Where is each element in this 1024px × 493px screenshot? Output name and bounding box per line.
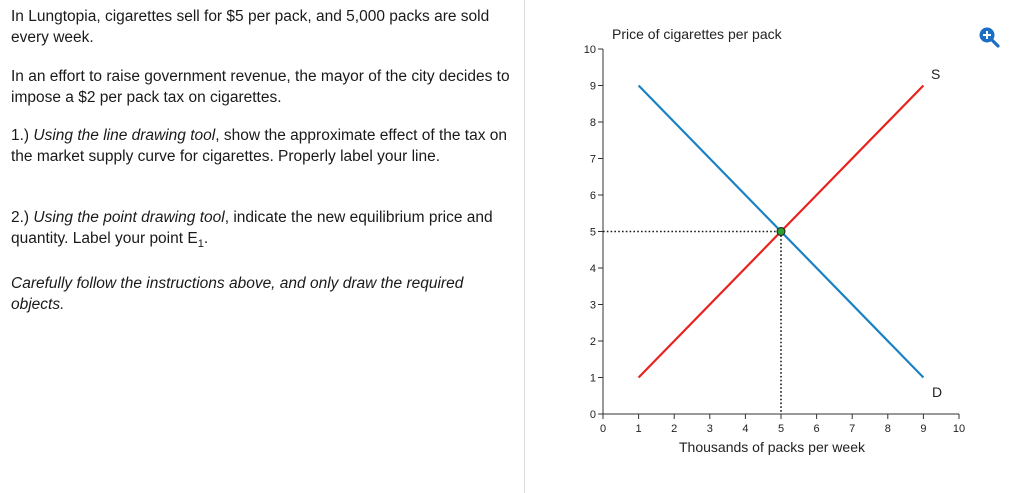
graph-panel: 0 1 2 3 4 5 6 7 8 9 10 0 1 2 3 4 5 6 7 8 9 10 Price of cigare… [526,0,1024,493]
step-2-end: . [203,230,209,247]
zoom-in-button[interactable] [978,26,1000,48]
y-tick-label: 3 [590,300,596,312]
x-tick-label: 7 [849,423,855,435]
question-panel: In Lungtopia, cigarettes sell for $5 per… [11,0,525,493]
step-1-number: 1.) [11,127,34,144]
x-tick-label: 4 [742,423,748,435]
y-tick-label: 8 [590,117,596,129]
x-tick-label: 9 [920,423,926,435]
y-axis-title: Price of cigarettes per pack [612,26,783,42]
intro-text: In Lungtopia, cigarettes sell for $5 per… [11,8,490,46]
x-tick-label: 6 [814,423,820,435]
y-tick-label: 2 [590,336,596,348]
y-tick-label: 4 [590,263,596,275]
instructions-note: Carefully follow the instructions above,… [11,273,516,315]
x-axis-title: Thousands of packs per week [679,439,866,455]
ticks: 0 1 2 3 4 5 6 7 8 9 10 0 1 2 3 4 5 6 7 8 9 10 [584,44,965,435]
note-text: Carefully follow the instructions above,… [11,275,464,313]
points[interactable] [776,227,786,236]
supply-demand-graph[interactable]: 0 1 2 3 4 5 6 7 8 9 10 0 1 2 3 4 5 6 7 8 9 10 Price of cigare… [526,0,1024,493]
y-tick-label: 7 [590,154,596,166]
x-tick-label: 5 [778,423,784,435]
x-tick-label: 2 [671,423,677,435]
mayor-text: In an effort to raise government revenue… [11,68,510,106]
y-tick-label: 5 [590,227,596,239]
x-tick-label: 1 [636,423,642,435]
step-2-subscript: 1 [197,238,204,251]
y-tick-label: 9 [590,81,596,93]
y-tick-label: 6 [590,190,596,202]
x-tick-label: 0 [600,423,606,435]
step-2-text: , indicate the new equilibrium price and… [11,209,493,247]
step-2-instructions: 2.) Using the point drawing tool, indica… [11,207,516,251]
step-1-text: , show the approximate effect of the tax… [11,127,508,165]
demand-curve-label: D [932,384,942,400]
equilibrium-point[interactable] [776,227,786,236]
x-tick-label: 10 [953,423,965,435]
step-2-tool: Using the point drawing tool [33,209,225,226]
x-tick-label: 3 [707,423,713,435]
step-1-tool: Using the line drawing tool [33,127,216,144]
y-tick-label: 10 [584,44,596,56]
step-1-instructions: 1.) Using the line drawing tool, show th… [11,125,516,167]
y-tick-label: 0 [590,409,596,421]
y-tick-label: 1 [590,373,596,385]
equilibrium-guides [603,230,782,414]
supply-curve-label: S [931,66,940,82]
step-2-number: 2.) [11,209,34,226]
zoom-in-icon [979,27,1000,48]
x-tick-label: 8 [885,423,891,435]
